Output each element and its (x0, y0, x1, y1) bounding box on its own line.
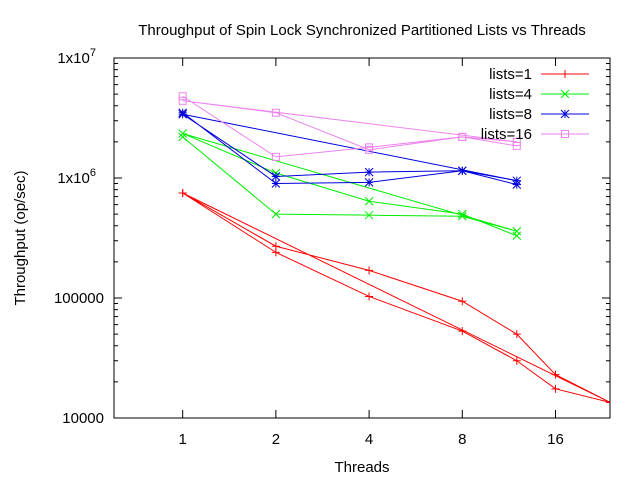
data-point (271, 179, 281, 188)
data-point (178, 92, 187, 101)
series-line (182, 132, 517, 237)
data-point (365, 292, 374, 301)
data-point (178, 129, 188, 138)
y-axis-label: Throughput (op/sec) (12, 170, 29, 305)
data-point (561, 130, 569, 138)
data-point (271, 108, 280, 117)
data-point (365, 145, 374, 154)
data-point (560, 109, 570, 119)
x-tick-label: 16 (547, 431, 564, 448)
data-point (560, 89, 570, 99)
data-point (457, 166, 467, 176)
plot-area (178, 92, 610, 407)
axes: 1 2 4 8 16 10000 100000 1x106 1x107 (54, 47, 611, 448)
data-point (457, 209, 467, 219)
x-axis-label: Threads (334, 459, 389, 476)
y-tick-label: 10000 (62, 410, 104, 427)
legend-label: lists=4 (489, 86, 532, 103)
data-point (512, 231, 522, 241)
data-point (458, 297, 467, 306)
data-point (512, 330, 521, 339)
y-tick-exponent: 7 (90, 47, 96, 59)
data-point (364, 196, 374, 206)
x-tick-label: 1 (179, 431, 187, 448)
data-point (512, 226, 522, 236)
legend: lists=1 lists=4 lists=8 lists=16 (481, 66, 589, 143)
series-line (182, 95, 517, 158)
series-line (182, 192, 610, 403)
series-line (182, 112, 517, 186)
data-point (512, 356, 521, 365)
data-point (364, 177, 374, 187)
legend-label: lists=8 (489, 106, 532, 123)
y-tick-label: 1x107 (57, 47, 96, 67)
data-point (178, 188, 187, 197)
series-2 (178, 108, 522, 190)
data-point (271, 152, 280, 161)
y-tick-exponent: 6 (90, 167, 96, 179)
data-point (551, 370, 560, 379)
series-3 (178, 92, 521, 161)
data-point (178, 109, 188, 119)
data-point (364, 167, 374, 177)
data-point (512, 141, 521, 150)
data-point (606, 398, 610, 407)
series-0 (178, 188, 610, 407)
data-point (458, 132, 467, 141)
legend-label: lists=1 (489, 66, 532, 83)
data-point (512, 137, 521, 146)
x-tick-label: 8 (458, 431, 466, 448)
data-point (512, 180, 522, 190)
chart-title: Throughput of Spin Lock Synchronized Par… (138, 22, 585, 39)
data-point (271, 242, 280, 251)
data-point (178, 96, 187, 105)
y-tick-label: 100000 (54, 290, 104, 307)
data-point (457, 211, 467, 221)
plot-frame (113, 57, 611, 419)
legend-label: lists=16 (481, 126, 532, 143)
data-point (551, 384, 560, 393)
data-point (178, 132, 188, 142)
x-tick-label: 2 (272, 431, 280, 448)
data-point (365, 266, 374, 275)
data-point (271, 172, 281, 181)
data-point (271, 209, 281, 219)
data-point (364, 210, 374, 220)
data-point (561, 70, 569, 78)
y-tick-label: 1x106 (57, 167, 96, 187)
x-tick-label: 4 (365, 431, 373, 448)
data-point (458, 327, 467, 336)
